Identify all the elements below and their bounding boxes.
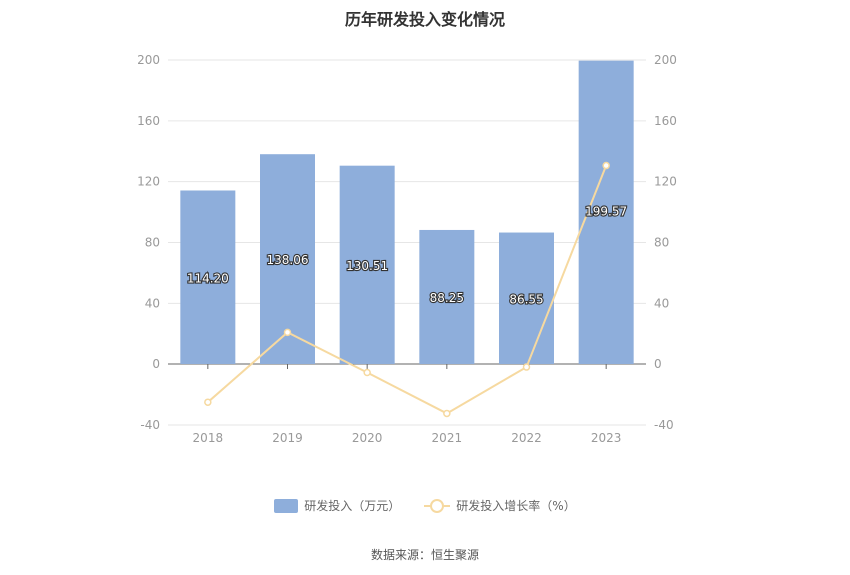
y-left-tick-label: 80	[145, 236, 160, 250]
y-left-tick-label: -40	[140, 418, 160, 432]
y-left-tick-label: 120	[137, 175, 160, 189]
x-tick-label: 2018	[193, 431, 224, 445]
x-tick-label: 2022	[511, 431, 542, 445]
legend-item-line[interactable]: 研发投入增长率（%）	[424, 497, 576, 514]
y-right-tick-label: 0	[654, 357, 662, 371]
legend-bar-label: 研发投入（万元）	[304, 499, 401, 513]
bar-data-label: 130.51	[346, 259, 388, 273]
growth-point	[522, 363, 531, 371]
legend-line-label: 研发投入增长率（%）	[456, 499, 576, 513]
bar-data-label: 199.57	[585, 205, 627, 219]
bar-data-label: 114.20	[187, 271, 229, 285]
growth-point	[602, 161, 610, 170]
x-tick-label: 2019	[272, 431, 303, 445]
y-left-tick-label: 160	[137, 114, 160, 128]
legend-line-swatch	[424, 498, 451, 513]
y-left-tick-label: 200	[137, 53, 160, 67]
bar	[339, 165, 395, 364]
y-right-tick-label: 200	[654, 53, 677, 67]
legend-item-bar[interactable]: 研发投入（万元）	[274, 497, 400, 514]
y-right-tick-label: 40	[654, 296, 669, 310]
x-tick-label: 2020	[352, 431, 383, 445]
y-left-tick-label: 40	[145, 296, 160, 310]
bar	[180, 190, 236, 364]
bar	[499, 232, 554, 364]
legend-bar-swatch	[274, 498, 299, 513]
bar-data-label: 138.06	[267, 253, 309, 267]
y-right-tick-label: 160	[654, 114, 677, 128]
growth-line	[207, 165, 608, 415]
growth-point	[443, 409, 451, 418]
y-right-tick-label: 80	[654, 236, 669, 250]
source-note: 数据来源：恒生聚源	[370, 548, 479, 562]
y-right-tick-label: 120	[654, 175, 677, 189]
y-right-tick-label: -40	[654, 418, 674, 432]
bar-data-label: 86.55	[509, 292, 543, 306]
bar-data-label: 88.25	[430, 291, 464, 305]
chart-title: 历年研发投入变化情况	[344, 10, 505, 29]
y-left-tick-label: 0	[152, 357, 160, 371]
growth-point	[204, 398, 212, 406]
legend: 研发投入（万元） 研发投入增长率（%）	[0, 497, 850, 514]
growth-point	[283, 328, 292, 337]
x-tick-label: 2021	[432, 431, 463, 445]
growth-point	[363, 368, 371, 377]
x-tick-label: 2023	[591, 431, 622, 445]
bar	[419, 229, 475, 364]
